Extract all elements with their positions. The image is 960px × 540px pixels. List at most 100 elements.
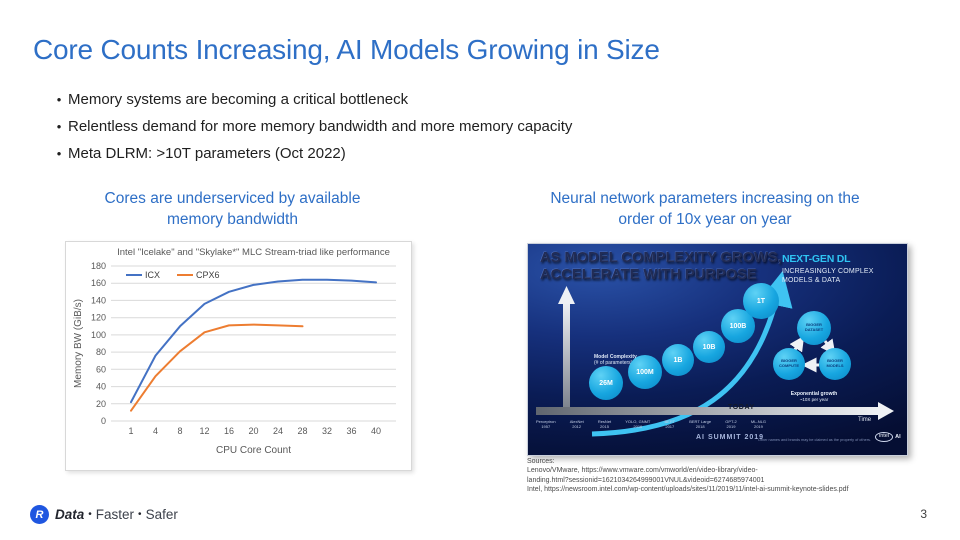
bullet-item: • Relentless demand for more memory band…	[50, 113, 573, 140]
svg-text:CPX6: CPX6	[196, 270, 220, 280]
svg-text:24: 24	[273, 426, 283, 436]
today-label: TODAY	[728, 404, 755, 411]
intel-slide-image: AS MODEL COMPLEXITY GROWS, ACCELERATE WI…	[527, 243, 908, 456]
bullet-text: Meta DLRM: >10T parameters (Oct 2022)	[68, 145, 346, 162]
brand-word-faster: Faster	[95, 507, 135, 522]
model-complexity-arrow	[563, 302, 570, 414]
nextgen-sub-line2: MODELS & DATA	[782, 277, 841, 284]
bullet-marker: •	[56, 92, 62, 107]
time-label: Time	[858, 417, 872, 423]
svg-text:32: 32	[322, 426, 332, 436]
right-heading-line1: Neural network parameters increasing on …	[550, 190, 860, 207]
svg-text:12: 12	[199, 426, 209, 436]
sources-label: Sources:	[527, 458, 555, 465]
brand-word-data: Data	[55, 507, 85, 522]
cycle-bubble-dataset: BIGGER DATASET	[797, 311, 831, 345]
y-axis-label-line2: (# of parameters)	[594, 360, 633, 366]
milestone: BERT Large 2018	[689, 419, 712, 429]
svg-text:40: 40	[96, 382, 106, 392]
page-title: Core Counts Increasing, AI Models Growin…	[33, 34, 660, 65]
param-bubble-100m: 100M	[628, 355, 662, 389]
bullet-list: • Memory systems are becoming a critical…	[50, 86, 573, 167]
svg-text:1: 1	[128, 426, 133, 436]
svg-text:60: 60	[96, 364, 106, 374]
intel-ai-logo: intel AI	[875, 432, 901, 442]
cycle-bubble-compute: BIGGER COMPUTE	[773, 348, 805, 380]
source-line: landing.html?sessionid=1621034264999001V…	[527, 476, 765, 484]
page-number: 3	[920, 507, 927, 521]
bullet-text: Relentless demand for more memory bandwi…	[68, 118, 573, 135]
milestone: AlexNet 2012	[569, 419, 584, 429]
nextgen-dl-subtitle: INCREASINGLY COMPLEX MODELS & DATA	[782, 267, 877, 285]
cycle-arrow	[820, 338, 836, 355]
svg-text:80: 80	[96, 347, 106, 357]
milestone: ResNet 2015	[597, 419, 612, 429]
svg-text:160: 160	[91, 278, 106, 288]
stream-triad-chart: 0 20 40 60 80 100 120 140 160 180 1 4 8 12 16 20 24 28 32 3…	[73, 247, 396, 456]
bullet-text: Memory systems are becoming a critical b…	[68, 91, 409, 108]
svg-text:140: 140	[91, 295, 106, 305]
svg-text:120: 120	[91, 313, 106, 323]
bullet-item: • Meta DLRM: >10T parameters (Oct 2022)	[50, 140, 572, 167]
left-column-heading: Cores are underserviced by available mem…	[60, 188, 405, 230]
milestone: ML-NLG 2019	[750, 419, 766, 429]
source-line: Lenovo/VMware, https://www.vmware.com/vm…	[527, 467, 758, 475]
intel-headline-line2: ACCELERATE WITH PURPOSE	[540, 265, 757, 283]
svg-text:Intel "Icelake" and "Skylake*": Intel "Icelake" and "Skylake*" MLC Strea…	[117, 247, 390, 258]
sources-block: Sources: Lenovo/VMware, https://www.vmwa…	[527, 457, 937, 494]
brand-tagline: Data • Faster • Safer	[55, 507, 178, 522]
growth-note-line1: Exponential growth	[790, 391, 838, 397]
y-axis-label: Model Complexity (# of parameters)	[594, 354, 637, 366]
milestone: YOLO, GNMT 2016	[625, 419, 651, 429]
svg-text:40: 40	[371, 426, 381, 436]
intel-disclaimer: Other names and brands may be claimed as…	[758, 438, 871, 442]
growth-curve-arrow	[591, 270, 793, 437]
brand-footer: R Data • Faster • Safer	[30, 505, 178, 524]
time-axis-arrow	[536, 407, 878, 415]
param-bubble-10b: 10B	[693, 331, 725, 363]
svg-text:180: 180	[91, 261, 106, 271]
svg-text:100: 100	[91, 330, 106, 340]
rambus-logo-icon: R	[30, 505, 49, 524]
intel-ai-text: AI	[895, 434, 901, 440]
timeline-milestones: Perceptron 1957 AlexNet 2012 ResNet 2015 YO…	[536, 419, 766, 429]
param-bubble-1b: 1B	[662, 344, 694, 376]
source-line: Intel, https://newsroom.intel.com/wp-con…	[527, 485, 849, 493]
milestone: GPT-2 2019	[725, 419, 737, 429]
brand-separator: •	[138, 509, 142, 520]
svg-text:16: 16	[224, 426, 234, 436]
svg-text:8: 8	[177, 426, 182, 436]
right-heading-line2: order of 10x year on year	[618, 211, 792, 228]
svg-text:20: 20	[248, 426, 258, 436]
stream-triad-chart-frame: 0 20 40 60 80 100 120 140 160 180 1 4 8 12 16 20 24 28 32 3…	[65, 241, 412, 471]
growth-note-line2: ~10X per year	[799, 397, 829, 402]
intel-headline: AS MODEL COMPLEXITY GROWS, ACCELERATE WI…	[540, 249, 782, 283]
milestone: BERT 2017	[664, 419, 676, 429]
svg-text:CPU Core Count: CPU Core Count	[216, 445, 291, 456]
bullet-marker: •	[56, 146, 62, 161]
event-label: AI SUMMIT 2019	[696, 434, 765, 441]
time-axis-arrowhead	[878, 402, 894, 420]
svg-text:Memory BW (GiB/s): Memory BW (GiB/s)	[73, 299, 84, 388]
svg-text:20: 20	[96, 399, 106, 409]
svg-text:36: 36	[346, 426, 356, 436]
nextgen-dl-title: NEXT-GEN DL	[782, 253, 851, 265]
bullet-item: • Memory systems are becoming a critical…	[50, 86, 572, 113]
milestone: Perceptron 1957	[536, 419, 556, 429]
svg-text:0: 0	[101, 416, 106, 426]
right-column-heading: Neural network parameters increasing on …	[505, 188, 905, 230]
nextgen-sub-line1: INCREASINGLY COMPLEX	[782, 268, 874, 275]
brand-word-safer: Safer	[145, 507, 178, 522]
left-heading-line2: memory bandwidth	[167, 211, 298, 228]
intel-slide-arrows	[536, 270, 894, 437]
brand-separator: •	[88, 509, 92, 520]
svg-text:ICX: ICX	[145, 270, 160, 280]
y-axis-label-line1: Model Complexity	[594, 354, 637, 360]
model-complexity-arrowhead	[558, 286, 575, 304]
svg-text:28: 28	[297, 426, 307, 436]
svg-text:4: 4	[153, 426, 158, 436]
growth-note: Exponential growth ~10X per year	[778, 391, 850, 402]
param-bubble-26m: 26M	[589, 366, 623, 400]
param-bubble-1t: 1T	[743, 283, 779, 319]
intel-headline-line1: AS MODEL COMPLEXITY GROWS,	[540, 249, 782, 266]
